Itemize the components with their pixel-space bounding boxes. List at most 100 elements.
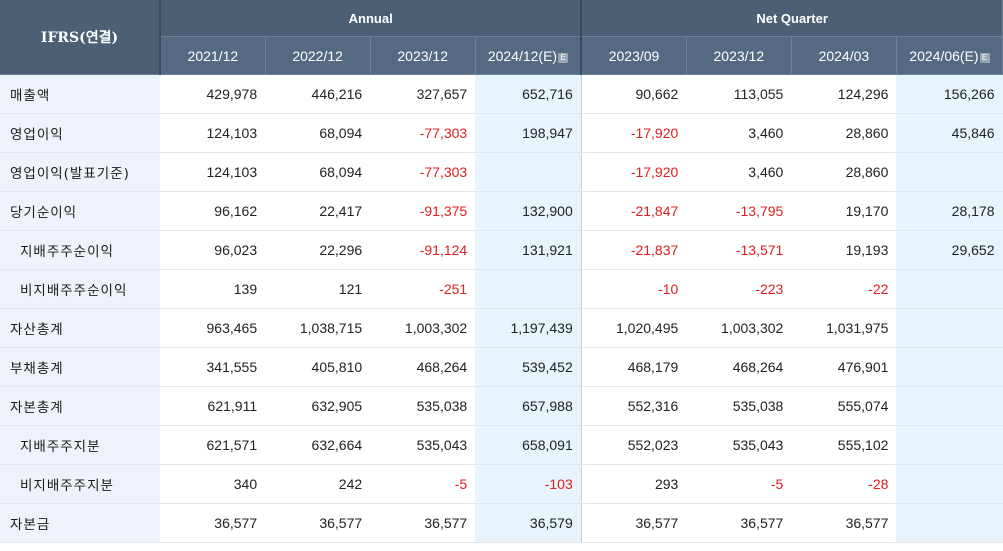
value-cell: 113,055 bbox=[686, 74, 792, 114]
period-label: 2022/12 bbox=[292, 47, 343, 64]
value-cell: -28 bbox=[791, 464, 897, 504]
value-cell: 28,860 bbox=[791, 113, 897, 153]
table-body: 매출액 429,978 446,216 327,657 652,716 90,662 113… bbox=[0, 74, 1003, 543]
value-cell: 552,316 bbox=[581, 386, 687, 426]
net-quarter-group-header: Net Quarter bbox=[581, 0, 1003, 37]
value-cell: -5 bbox=[686, 464, 792, 504]
value-cell: 555,074 bbox=[791, 386, 897, 426]
row-label: 자산총계 bbox=[0, 308, 161, 348]
value-cell: 22,417 bbox=[265, 191, 371, 231]
value-cell: 535,038 bbox=[686, 386, 792, 426]
period-label: 2024/06(E) bbox=[909, 47, 979, 64]
value-cell bbox=[896, 269, 1003, 309]
value-cell: -13,795 bbox=[686, 191, 792, 231]
value-cell: 68,094 bbox=[265, 152, 371, 192]
value-cell: -251 bbox=[370, 269, 476, 309]
value-cell: 36,577 bbox=[581, 503, 687, 543]
value-cell: 90,662 bbox=[581, 74, 687, 114]
value-cell: 28,860 bbox=[791, 152, 897, 192]
value-cell: 1,197,439 bbox=[475, 308, 582, 348]
value-cell: 198,947 bbox=[475, 113, 582, 153]
value-cell: 1,020,495 bbox=[581, 308, 687, 348]
value-cell: -103 bbox=[475, 464, 582, 504]
ifrs-consolidated-header: IFRS(연결) bbox=[0, 0, 162, 75]
table-row: 매출액 429,978 446,216 327,657 652,716 90,662 113… bbox=[0, 74, 1003, 114]
value-cell: 535,043 bbox=[686, 425, 792, 465]
value-cell: 963,465 bbox=[160, 308, 266, 348]
row-label: 자본총계 bbox=[0, 386, 161, 426]
value-cell bbox=[896, 152, 1003, 192]
row-label: 비지배주주지분 bbox=[0, 464, 161, 504]
period-header-quarter: 2024/03 bbox=[791, 36, 897, 75]
value-cell: 1,003,302 bbox=[686, 308, 792, 348]
value-cell: 45,846 bbox=[896, 113, 1003, 153]
period-label: 2023/09 bbox=[608, 47, 660, 64]
value-cell: 3,460 bbox=[686, 113, 792, 153]
value-cell: 327,657 bbox=[370, 74, 476, 114]
value-cell: 340 bbox=[160, 464, 266, 504]
value-cell: 36,577 bbox=[791, 503, 897, 543]
table-row: 비지배주주순이익 139 121 -251 -10 -223 -22 bbox=[0, 269, 1003, 309]
value-cell: -10 bbox=[581, 269, 687, 309]
value-cell: 476,901 bbox=[791, 347, 897, 387]
value-cell: 552,023 bbox=[581, 425, 687, 465]
value-cell: -13,571 bbox=[686, 230, 792, 270]
table-row: 비지배주주지분 340 242 -5 -103 293 -5 -28 bbox=[0, 464, 1003, 504]
table-row: 부채총계 341,555 405,810 468,264 539,452 468,179 4… bbox=[0, 347, 1003, 387]
value-cell: 539,452 bbox=[475, 347, 582, 387]
value-cell: 1,031,975 bbox=[791, 308, 897, 348]
value-cell: 68,094 bbox=[265, 113, 371, 153]
value-cell: -21,847 bbox=[581, 191, 687, 231]
period-label: 2023/12 bbox=[397, 47, 448, 64]
value-cell: 632,664 bbox=[265, 425, 371, 465]
header-row-periods: 2021/12 2022/12 2023/12 2024/12(E) E 2023/09 2… bbox=[0, 36, 1003, 75]
value-cell: 121 bbox=[265, 269, 371, 309]
value-cell: -223 bbox=[686, 269, 792, 309]
row-label: 지배주주지분 bbox=[0, 425, 161, 465]
period-label: 2024/12(E) bbox=[487, 47, 558, 64]
value-cell: 96,023 bbox=[160, 230, 266, 270]
value-cell: 36,577 bbox=[160, 503, 266, 543]
value-cell: 124,103 bbox=[160, 113, 266, 153]
value-cell: 535,043 bbox=[370, 425, 476, 465]
value-cell: 293 bbox=[581, 464, 687, 504]
value-cell: -17,920 bbox=[581, 152, 687, 192]
value-cell: 621,571 bbox=[160, 425, 266, 465]
value-cell: 1,003,302 bbox=[370, 308, 476, 348]
period-header-quarter: 2024/06(E) E bbox=[896, 36, 1003, 75]
period-label: 2023/12 bbox=[713, 47, 765, 64]
row-label: 비지배주주순이익 bbox=[0, 269, 161, 309]
value-cell: 632,905 bbox=[265, 386, 371, 426]
value-cell: 535,038 bbox=[370, 386, 476, 426]
estimate-info-icon[interactable]: E bbox=[558, 52, 569, 63]
estimate-info-icon[interactable]: E bbox=[979, 52, 990, 63]
row-label: 영업이익 bbox=[0, 113, 161, 153]
value-cell bbox=[475, 152, 582, 192]
value-cell: -77,303 bbox=[370, 113, 476, 153]
table-row: 영업이익(발표기준) 124,103 68,094 -77,303 -17,920 3,4… bbox=[0, 152, 1003, 192]
value-cell: 468,179 bbox=[581, 347, 687, 387]
value-cell: 139 bbox=[160, 269, 266, 309]
table-row: 당기순이익 96,162 22,417 -91,375 132,900 -21,847 -1… bbox=[0, 191, 1003, 231]
row-label: 자본금 bbox=[0, 503, 161, 543]
value-cell: -5 bbox=[370, 464, 476, 504]
value-cell: 19,193 bbox=[791, 230, 897, 270]
value-cell: 621,911 bbox=[160, 386, 266, 426]
value-cell: 1,038,715 bbox=[265, 308, 371, 348]
table-row: 자본금 36,577 36,577 36,577 36,579 36,577 36,577 3… bbox=[0, 503, 1003, 543]
value-cell: 657,988 bbox=[475, 386, 582, 426]
value-cell bbox=[896, 503, 1003, 543]
value-cell: -91,375 bbox=[370, 191, 476, 231]
period-label: 2024/03 bbox=[818, 47, 870, 64]
value-cell: -77,303 bbox=[370, 152, 476, 192]
value-cell: 36,579 bbox=[475, 503, 582, 543]
value-cell: 652,716 bbox=[475, 74, 582, 114]
table-row: 자산총계 963,465 1,038,715 1,003,302 1,197,439 1,… bbox=[0, 308, 1003, 348]
value-cell: 124,103 bbox=[160, 152, 266, 192]
value-cell: 405,810 bbox=[265, 347, 371, 387]
value-cell bbox=[475, 269, 582, 309]
header-row-groups: IFRS(연결) Annual Net Quarter bbox=[0, 0, 1003, 75]
value-cell: 19,170 bbox=[791, 191, 897, 231]
value-cell: 36,577 bbox=[686, 503, 792, 543]
